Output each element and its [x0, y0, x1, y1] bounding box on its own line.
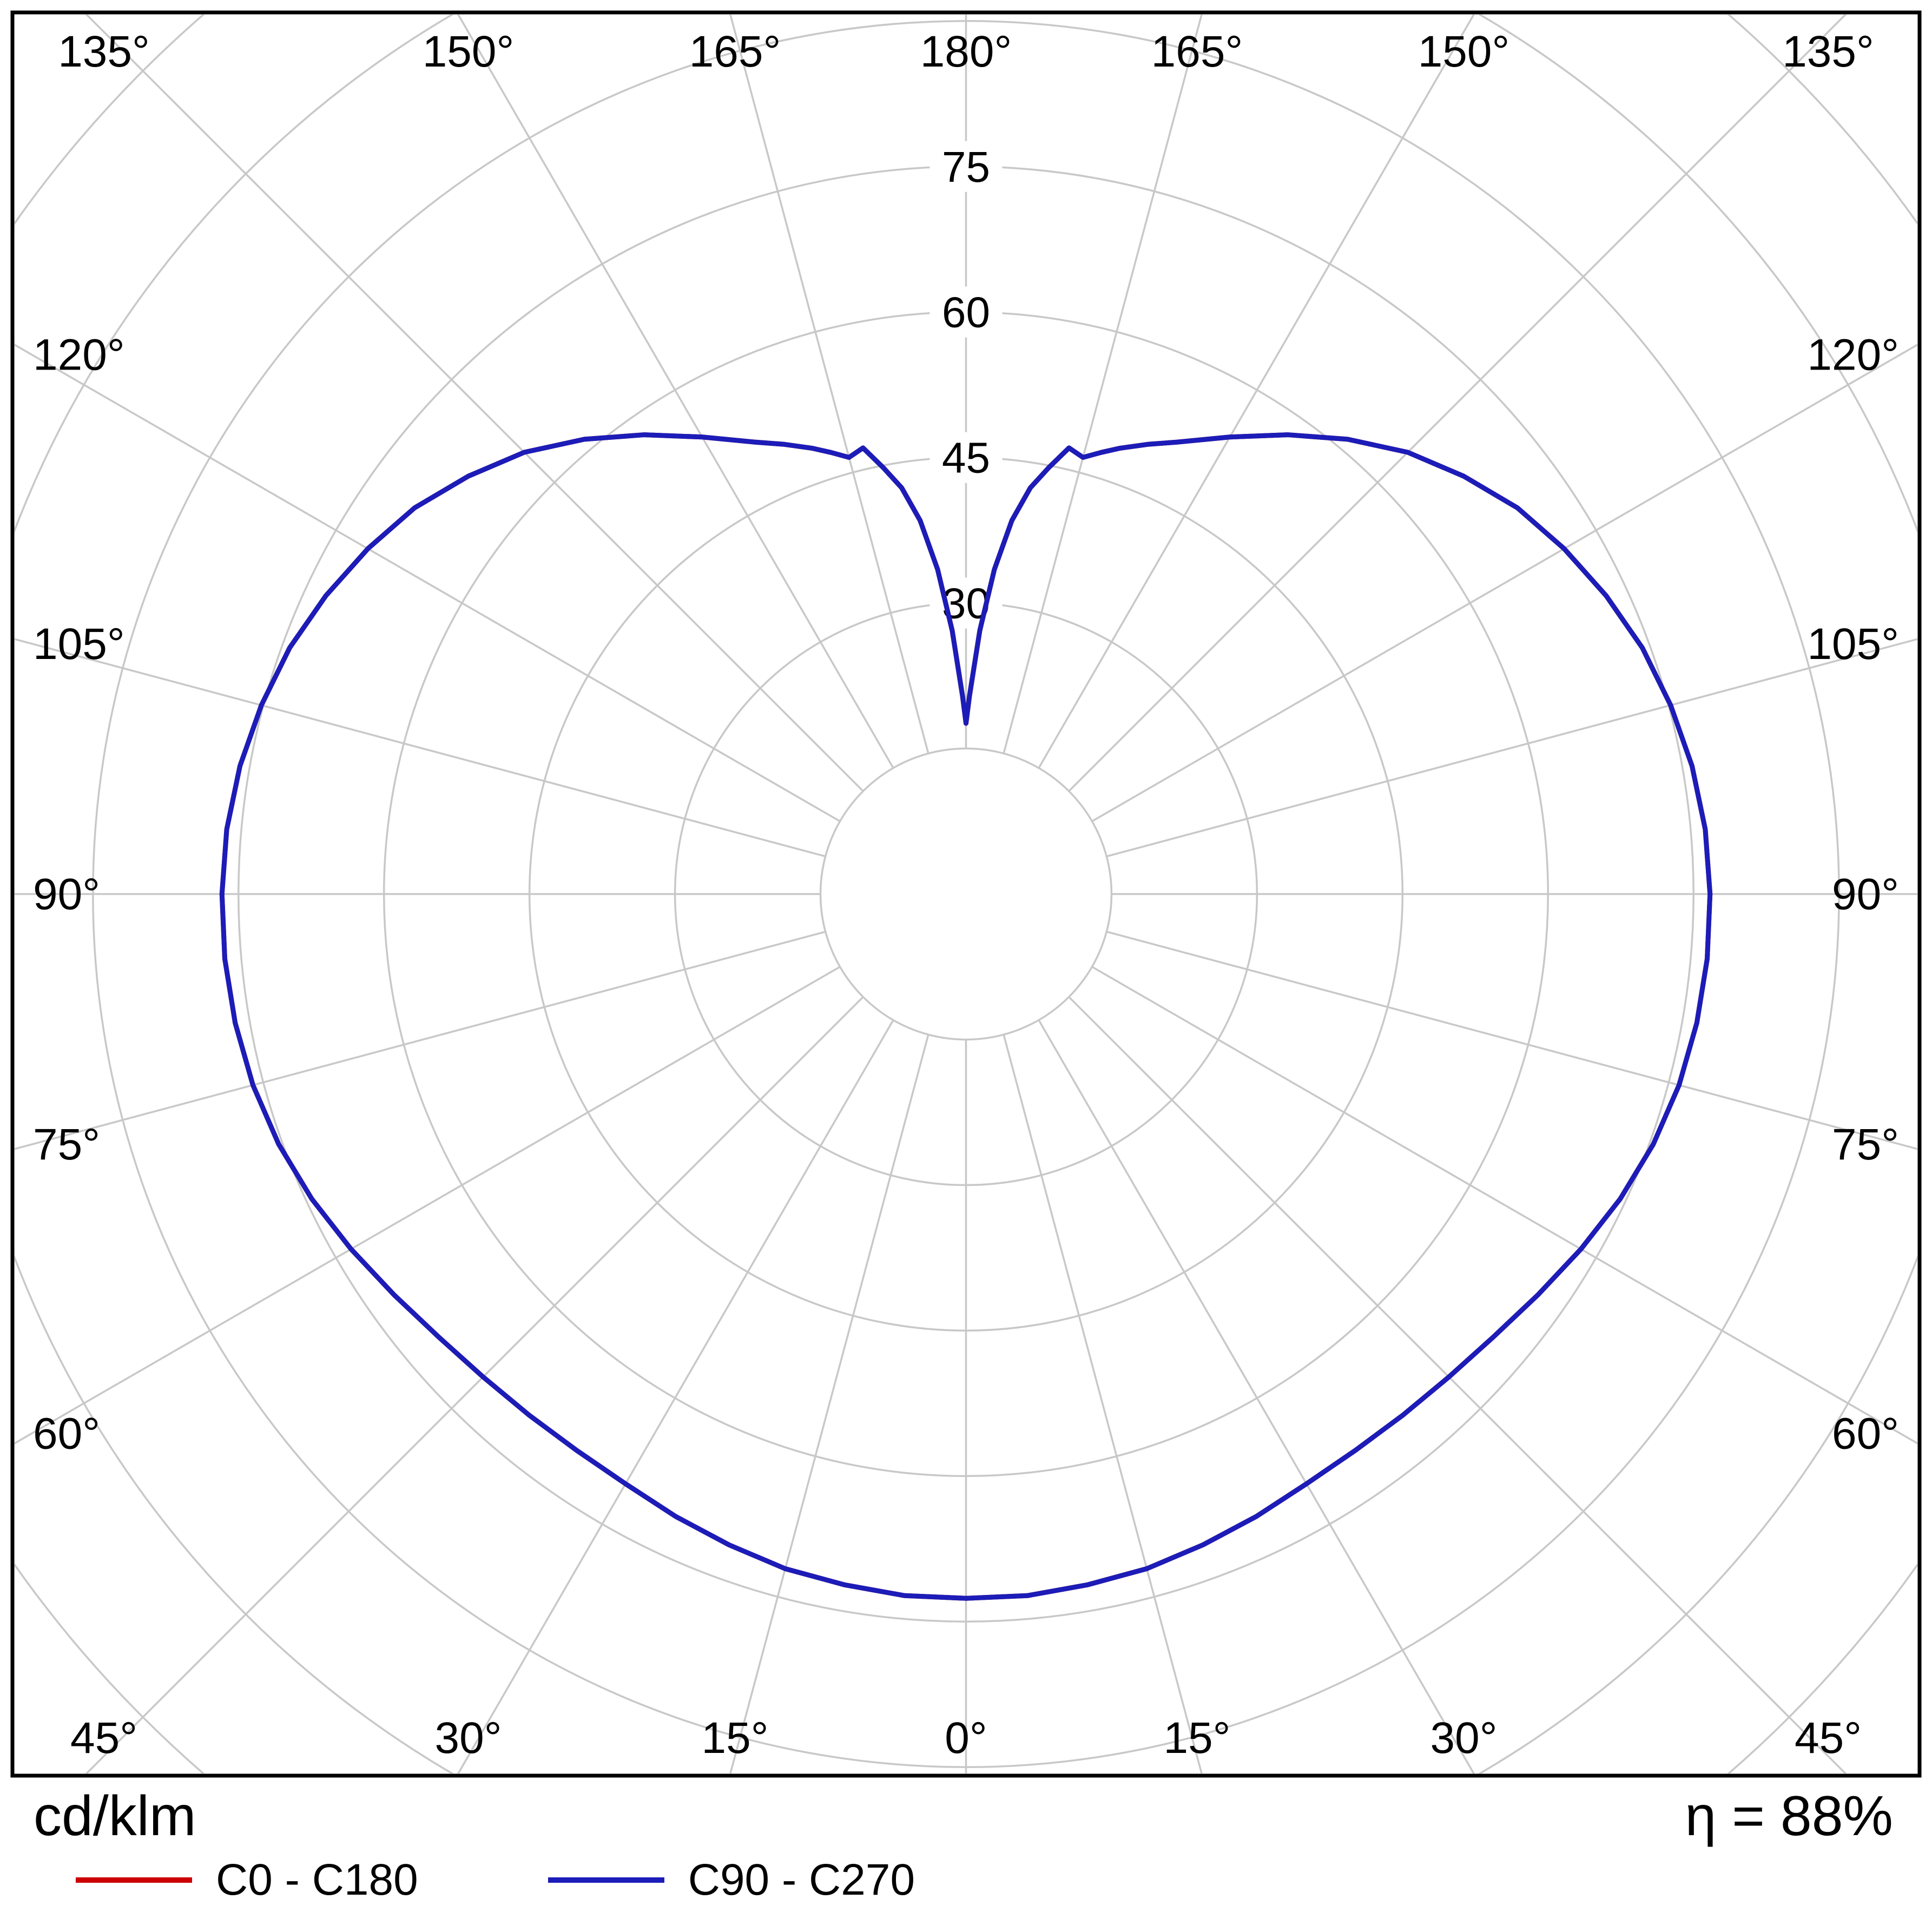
grid-spoke — [85, 996, 864, 1773]
ring-label: 60 — [942, 288, 990, 337]
angle-label: 15° — [702, 1713, 769, 1763]
angle-label: 60° — [1832, 1409, 1899, 1458]
efficiency-label: η = 88% — [1685, 1785, 1893, 1848]
grid-spoke — [1003, 15, 1203, 754]
angle-label: 0° — [945, 1713, 987, 1763]
legend-label-c90-c270: C90 - C270 — [688, 1855, 915, 1904]
angle-label: 60° — [33, 1409, 100, 1458]
legend-line-blue — [548, 1877, 664, 1883]
legend-line-red — [76, 1877, 192, 1883]
grid-spoke — [15, 344, 841, 822]
grid-spoke — [1003, 1034, 1203, 1773]
unit-label: cd/klm — [34, 1785, 196, 1848]
intensity-curve-c90-c270 — [219, 432, 1713, 1601]
grid-spoke — [729, 15, 929, 754]
legend: C0 - C180 C90 - C270 — [76, 1855, 915, 1905]
grid-spoke — [15, 638, 826, 858]
angle-label: 120° — [33, 331, 125, 380]
legend-item-c0-c180: C0 - C180 — [76, 1855, 418, 1905]
angle-label: 15° — [1163, 1713, 1230, 1763]
angle-label: 150° — [1418, 27, 1510, 76]
angle-label: 30° — [434, 1713, 502, 1763]
angle-label: 120° — [1807, 331, 1899, 380]
grid-spoke — [457, 15, 894, 769]
ring-label: 45 — [942, 434, 990, 482]
grid-spoke — [1091, 344, 1917, 822]
angle-label: 150° — [423, 27, 515, 76]
grid-spoke — [729, 1034, 929, 1773]
grid-spoke — [15, 966, 841, 1445]
angle-label: 180° — [920, 27, 1012, 76]
grid-spoke — [1038, 1019, 1475, 1773]
angle-label: 90° — [1832, 870, 1899, 919]
ring-label-bg — [929, 141, 1003, 192]
angle-label: 90° — [33, 870, 100, 919]
grid-spoke — [85, 15, 864, 792]
ring-label-bg — [929, 432, 1003, 483]
legend-item-c90-c270: C90 - C270 — [548, 1855, 915, 1905]
grid-spoke — [15, 931, 826, 1150]
ring-label: 75 — [942, 143, 990, 191]
grid-spoke — [1106, 638, 1917, 858]
angle-label: 75° — [33, 1120, 100, 1169]
grid-spoke — [457, 1019, 894, 1773]
angle-label: 105° — [1807, 619, 1899, 669]
intensity-curves — [219, 432, 1713, 1601]
grid-spoke — [1068, 996, 1847, 1773]
angle-label: 75° — [1832, 1120, 1899, 1169]
angle-label: 135° — [1782, 27, 1874, 76]
legend-label-c0-c180: C0 - C180 — [216, 1855, 418, 1904]
grid-spoke — [1091, 966, 1917, 1445]
angle-label: 45° — [70, 1713, 137, 1763]
angle-label: 165° — [1151, 27, 1243, 76]
grid-spoke — [1106, 931, 1917, 1150]
grid-spoke — [1038, 15, 1475, 769]
grid-spoke — [1068, 15, 1847, 792]
angle-label: 45° — [1795, 1713, 1862, 1763]
angle-label: 165° — [689, 27, 781, 76]
angle-label: 135° — [58, 27, 150, 76]
angle-label: 30° — [1430, 1713, 1497, 1763]
ring-label-bg — [929, 286, 1003, 338]
angle-label: 105° — [33, 619, 125, 669]
